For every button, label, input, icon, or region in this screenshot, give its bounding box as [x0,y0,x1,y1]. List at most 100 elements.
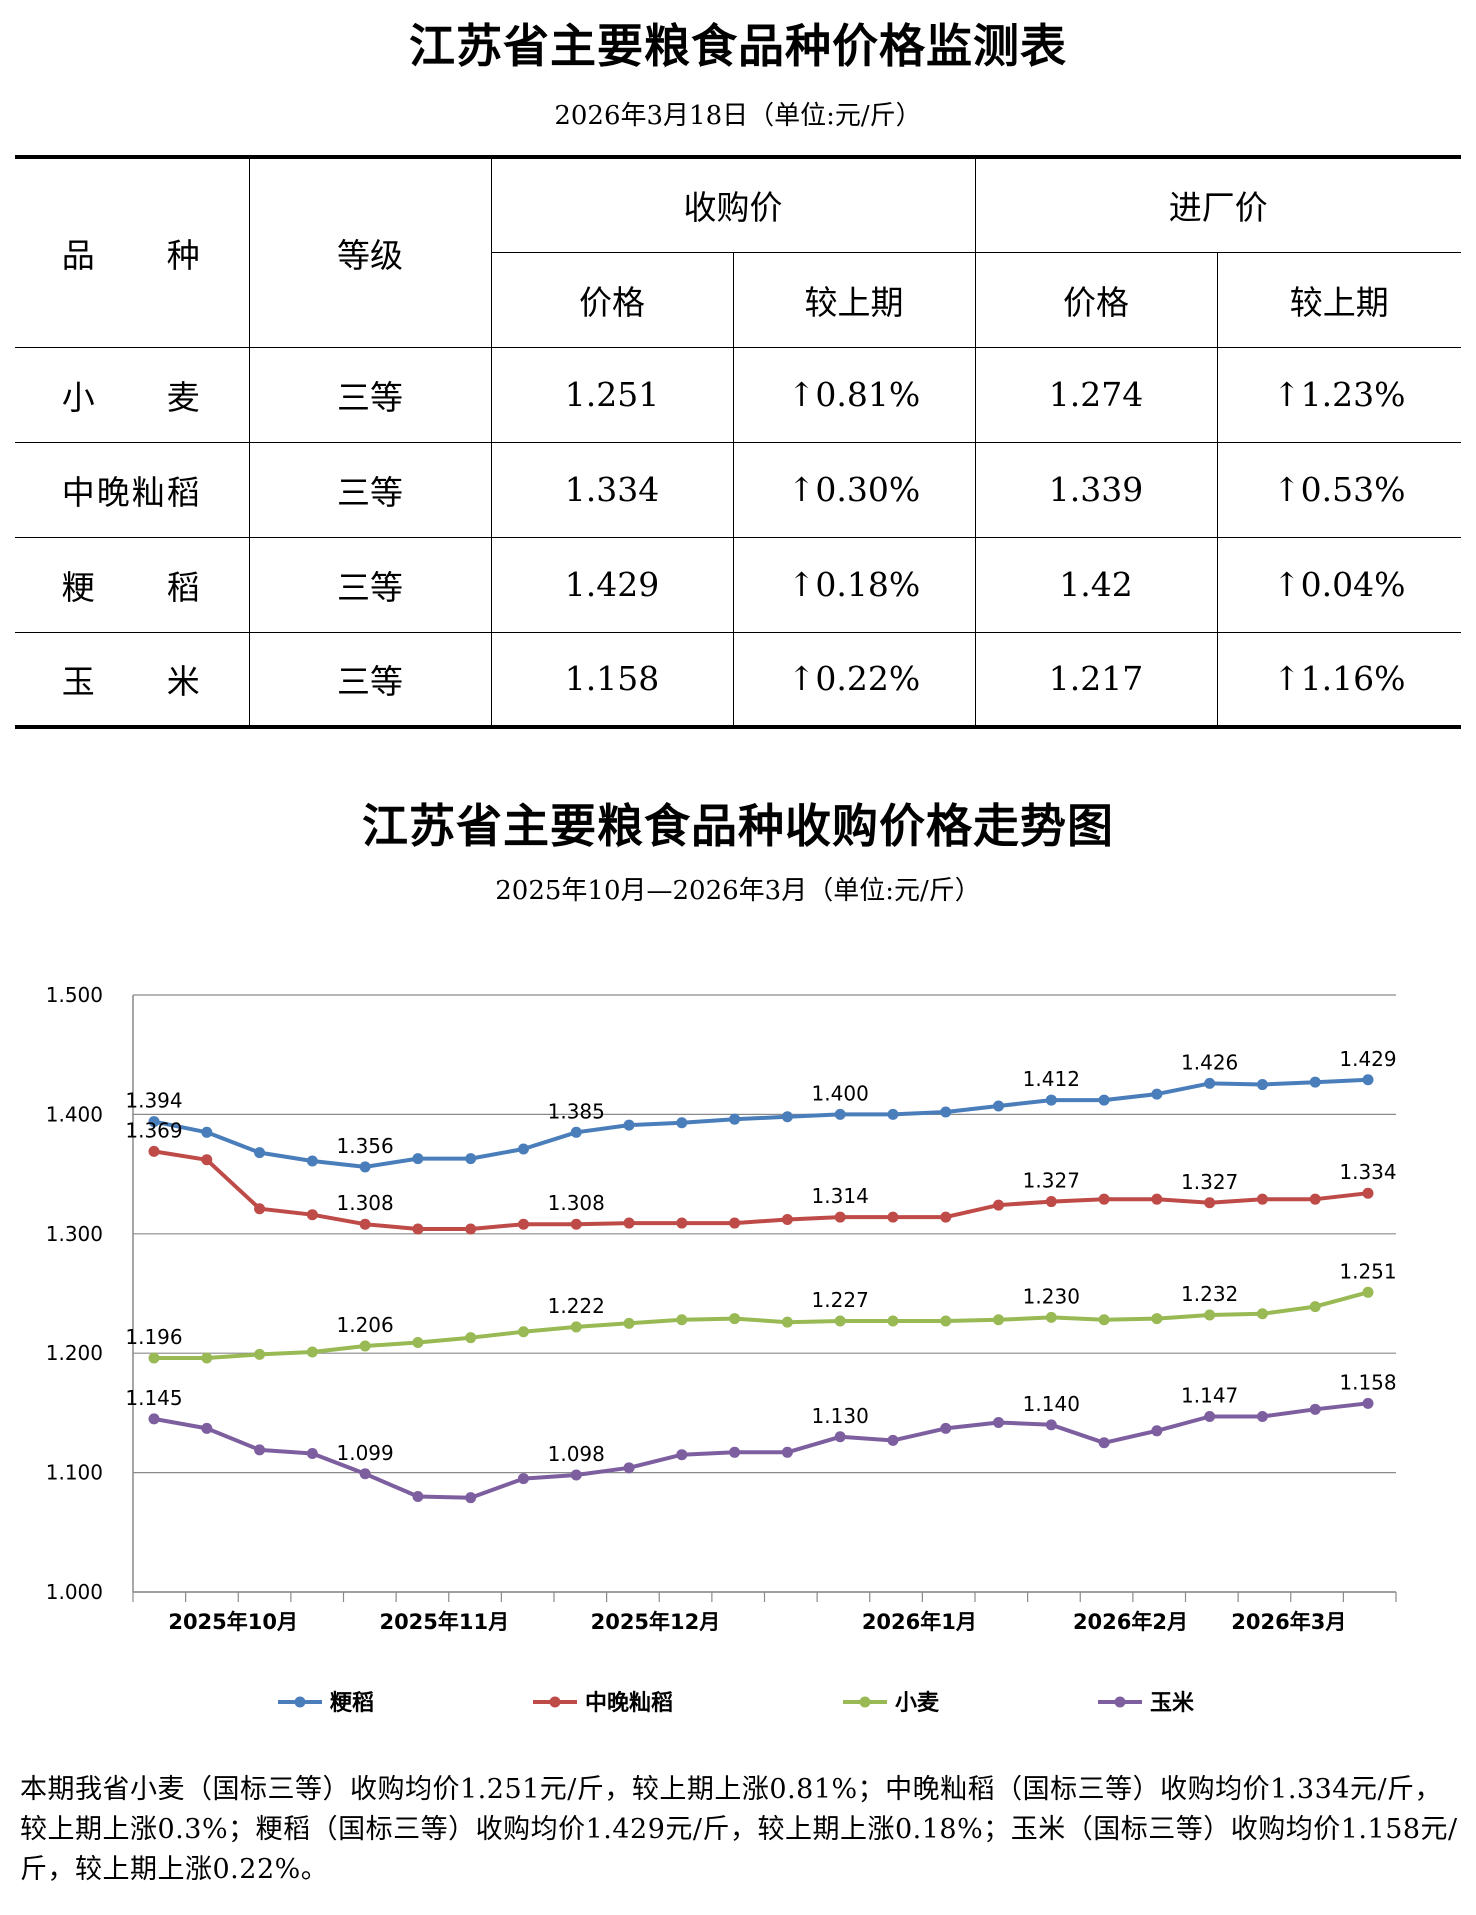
cell-factory-price: 1.42 [974,536,1218,633]
cell-variety: 中晚籼稻 [15,441,250,538]
cell-purchase-change: ↑0.81% [732,346,976,443]
data-label: 1.098 [548,1442,605,1466]
data-point [306,1155,318,1167]
data-point [1362,1397,1374,1409]
data-label: 1.314 [812,1184,869,1208]
header-factory-change: 较上期 [1216,251,1461,348]
data-point [465,1153,477,1165]
data-point [1256,1410,1268,1422]
data-point [306,1209,318,1221]
data-point [834,1211,846,1223]
data-label: 1.232 [1181,1282,1238,1306]
data-label: 1.429 [1339,1047,1396,1071]
table-row: 小 麦 三等 1.251 ↑0.81% 1.274 ↑1.23% [15,346,1461,443]
data-label: 1.426 [1181,1050,1238,1074]
data-point [1362,1187,1374,1199]
data-point [623,1217,635,1229]
cell-factory-change: ↑1.16% [1216,631,1461,729]
data-point [412,1336,424,1348]
data-point [781,1213,793,1225]
data-point [201,1352,213,1364]
data-point [570,1321,582,1333]
data-point [359,1161,371,1173]
data-label: 1.251 [1339,1259,1396,1283]
x-tick-label: 2026年2月 [1073,1610,1188,1634]
data-point [465,1332,477,1344]
legend-marker [859,1696,871,1708]
data-point [570,1126,582,1138]
y-tick-label: 1.200 [46,1341,103,1365]
cell-variety: 粳 稻 [15,536,250,633]
legend-marker [549,1696,561,1708]
data-point [887,1434,899,1446]
data-point [201,1422,213,1434]
data-point [148,1145,160,1157]
data-point [676,1314,688,1326]
data-point [1256,1079,1268,1091]
data-point [834,1431,846,1443]
data-point [1045,1196,1057,1208]
data-point [940,1422,952,1434]
data-point [306,1346,318,1358]
data-label: 1.394 [125,1089,182,1113]
header-factory-price-value: 价格 [974,251,1218,348]
table-row: 中晚籼稻 三等 1.334 ↑0.30% 1.339 ↑0.53% [15,441,1461,538]
data-point [1309,1076,1321,1088]
header-purchase-price-value: 价格 [491,251,734,348]
data-point [887,1211,899,1223]
data-point [781,1446,793,1458]
data-point [517,1143,529,1155]
data-point [993,1100,1005,1112]
legend-marker [294,1696,306,1708]
cell-factory-change: ↑0.04% [1216,536,1461,633]
series-line-玉米 [152,1401,1370,1500]
data-point [148,1413,160,1425]
data-point [148,1352,160,1364]
cell-purchase-price: 1.429 [490,536,734,633]
x-tick-label: 2025年10月 [168,1610,298,1634]
data-point [1098,1193,1110,1205]
data-point [1204,1410,1216,1422]
data-point [1309,1403,1321,1415]
y-tick-label: 1.000 [46,1580,103,1604]
x-tick-label: 2025年11月 [379,1610,509,1634]
cell-purchase-price: 1.334 [490,441,734,538]
data-point [623,1317,635,1329]
data-point [729,1113,741,1125]
data-point [729,1446,741,1458]
data-label: 1.334 [1339,1160,1396,1184]
data-point [1362,1074,1374,1086]
cell-factory-change: ↑1.23% [1216,346,1461,443]
cell-factory-price: 1.274 [974,346,1218,443]
data-point [1256,1193,1268,1205]
cell-grade: 三等 [248,441,492,538]
series-line-小麦 [152,1290,1370,1360]
table-row: 玉 米 三等 1.158 ↑0.22% 1.217 ↑1.16% [15,631,1461,729]
cell-purchase-price: 1.251 [490,346,734,443]
data-label: 1.196 [125,1325,182,1349]
data-point [940,1106,952,1118]
header-factory-price: 进厂价 [974,155,1461,253]
data-label: 1.140 [1023,1392,1080,1416]
cell-factory-price: 1.339 [974,441,1218,538]
data-point [887,1315,899,1327]
data-label: 1.222 [548,1294,605,1318]
data-point [781,1111,793,1123]
data-point [940,1211,952,1223]
header-purchase-price: 收购价 [490,155,976,253]
cell-purchase-price: 1.158 [490,631,734,729]
data-label: 1.356 [336,1134,393,1158]
data-point [993,1416,1005,1428]
data-point [729,1217,741,1229]
data-label: 1.158 [1339,1370,1396,1394]
legend-label: 中晚籼稻 [585,1691,673,1716]
y-tick-label: 1.500 [46,983,103,1007]
data-point [517,1473,529,1485]
header-grade: 等级 [248,155,492,348]
data-point [781,1316,793,1328]
cell-grade: 三等 [248,346,492,443]
data-point [834,1315,846,1327]
data-point [201,1154,213,1166]
data-label: 1.145 [125,1386,182,1410]
cell-variety: 小 麦 [15,346,250,443]
